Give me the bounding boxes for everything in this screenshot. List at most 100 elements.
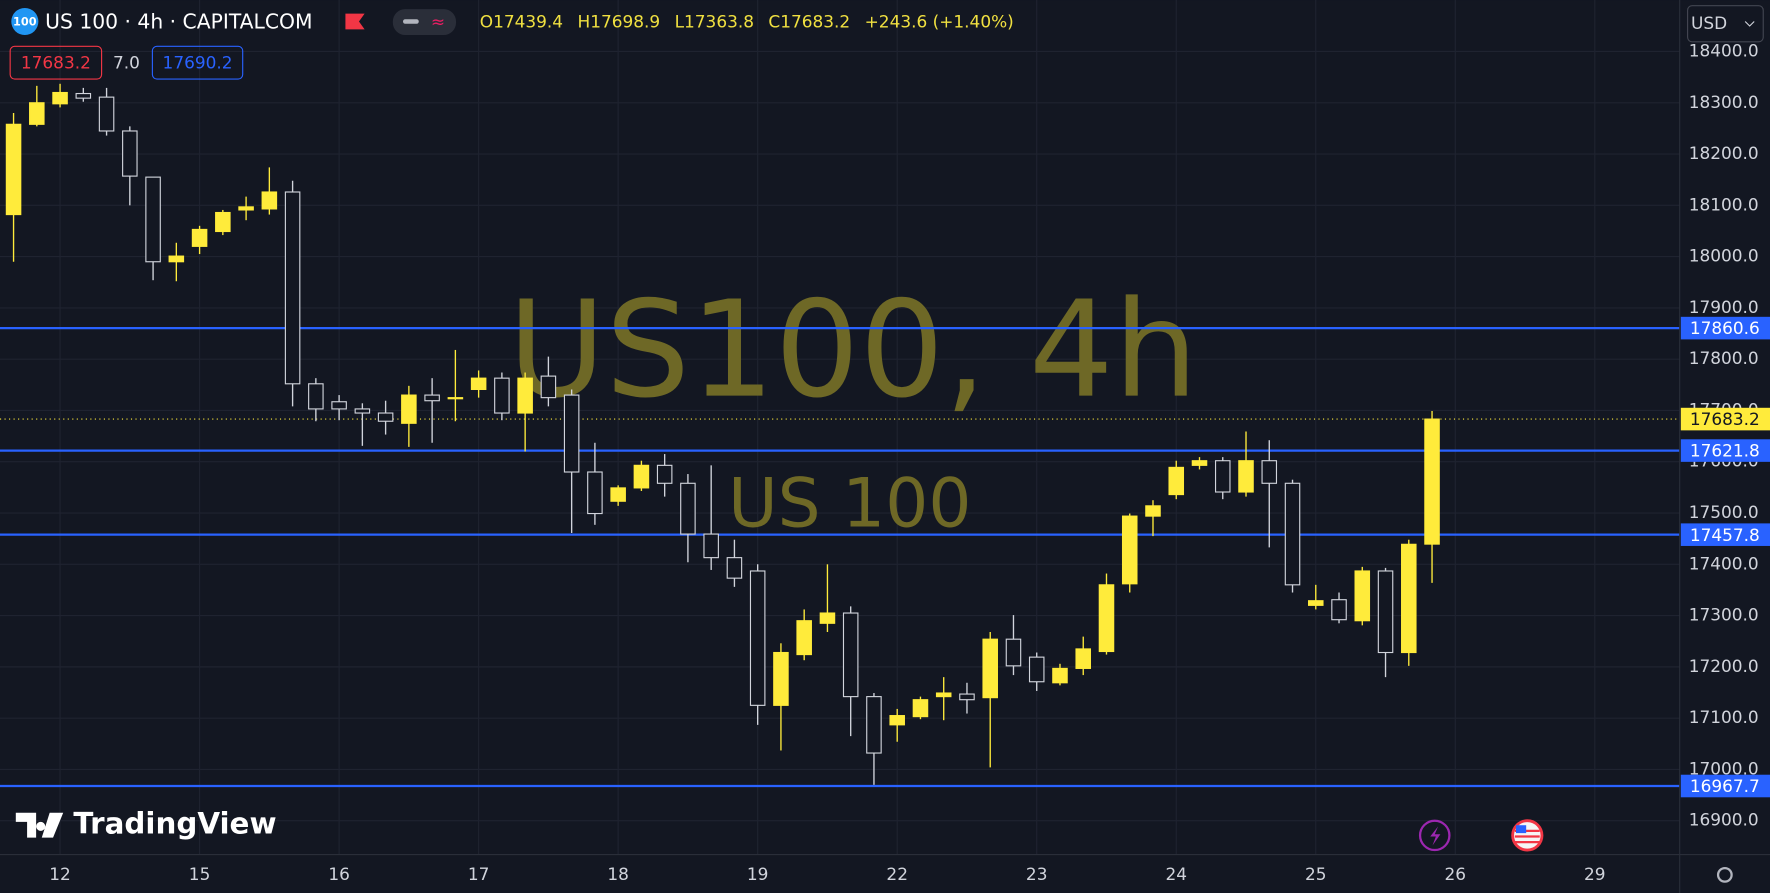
candle-body [726,557,743,579]
x-tick-label: 17 [468,864,490,884]
candle-body [935,692,952,698]
x-tick-label: 18 [607,864,629,884]
price-tag-label: 17683.2 [1690,409,1760,429]
candle-body [587,471,603,515]
ohlc-high: H17698.9 [577,12,660,32]
y-tick-label: 17300.0 [1689,605,1759,625]
candle-body [377,412,394,422]
candle-body [1331,599,1347,621]
candle-body [982,638,998,699]
x-tick-label: 22 [886,864,908,884]
candle-body [1145,505,1161,517]
candle-body [238,206,254,211]
symbol-title[interactable]: US 100 · 4h · CAPITALCOM [45,10,312,34]
price-tag [1680,523,1770,546]
candle-body [610,487,626,502]
candle-body [122,130,138,177]
x-tick-label: 29 [1584,864,1606,884]
x-tick-label: 16 [328,864,350,884]
watermark-title: US100, 4h [508,273,1198,428]
candle-body [703,533,719,559]
x-tick-label: 15 [189,864,211,884]
sell-button[interactable] [9,45,103,80]
y-tick-label: 18200.0 [1689,143,1759,163]
y-tick-label: 18400.0 [1689,40,1759,60]
candle-body [889,715,905,726]
candle-body [656,464,673,484]
x-tick-label: 12 [49,864,71,884]
candle-body [1354,570,1371,622]
candle-body [470,377,487,391]
candle-body [1028,656,1045,683]
x-tick-label: 24 [1165,864,1187,884]
watermark-subtitle: US 100 [728,464,971,543]
ohlc-change: +243.6 (+1.40%) [865,12,1014,32]
candle-body [842,612,859,698]
bid: 17683.2 [21,52,91,72]
candle-body [517,377,533,414]
candle-body [540,375,557,399]
candle-body [1377,570,1394,654]
candle-body [1238,460,1254,493]
y-tick-label: 17400.0 [1689,553,1759,573]
x-tick-label: 23 [1026,864,1048,884]
y-tick-label: 18000.0 [1689,246,1759,266]
candle-body [52,91,68,105]
price-tag [1680,316,1770,340]
candle-body [912,699,929,718]
candle-body [1261,460,1278,484]
candle-body [5,123,22,216]
currency-select[interactable] [1687,5,1764,43]
branding: TradingView [73,807,276,841]
price-tag-label: 17621.8 [1690,441,1760,461]
ask: 17690.2 [163,52,233,72]
candle-body [1191,460,1208,466]
spread: 7.0 [113,52,140,72]
candle-body [819,612,836,624]
x-tick-label: 26 [1445,864,1467,884]
settings-icon[interactable] [1716,866,1733,883]
price-tag [1680,407,1770,431]
candle-body [354,408,371,414]
y-tick-label: 18100.0 [1689,194,1759,214]
levels [0,326,1680,788]
candle-body [1098,584,1115,653]
candle-body [75,92,92,99]
price-tag [1680,774,1770,798]
candle-body [1307,600,1324,606]
candle-body [447,397,464,400]
candle-body [1168,466,1185,496]
x-tick-label: 25 [1305,864,1327,884]
candle-body [1052,667,1068,684]
tv-logo [15,812,64,838]
ohlc: O17439.4 H17698.9 L17363.8 C17683.2 +243… [480,12,1014,32]
ohlc-low: L17363.8 [675,12,754,32]
y-tick-label: 17800.0 [1689,348,1759,368]
candle-body [331,401,347,410]
us-flag-canton [1516,825,1527,834]
ohlc-open: O17439.4 [480,12,563,32]
y-tick-label: 17100.0 [1689,707,1759,727]
currency: USD [1691,13,1727,33]
events-icon-bolt [1430,826,1441,846]
candle-body [1005,638,1022,667]
candle-body [749,570,766,706]
buy-button[interactable] [151,45,244,80]
x-tick-label: 19 [747,864,769,884]
y-tick-label: 17200.0 [1689,656,1759,676]
price-tag-label: 17860.6 [1690,318,1760,338]
events-icon[interactable] [1418,819,1451,852]
candle-body [796,620,812,656]
ohlc-close: C17683.2 [768,12,850,32]
market-flag [345,13,365,30]
candle-body [1121,515,1138,585]
candle-body [424,394,440,402]
candle-body [29,102,45,125]
candle-body [1214,460,1231,493]
price-tags: 17860.6 17621.8 17457.8 16967.7 17683.2 [1680,316,1770,798]
toggle[interactable] [392,9,457,36]
candle-body [633,464,650,489]
y-tick-label: 17000.0 [1689,758,1759,778]
price-tag-label: 16967.7 [1690,776,1760,796]
candle-body [401,394,417,424]
